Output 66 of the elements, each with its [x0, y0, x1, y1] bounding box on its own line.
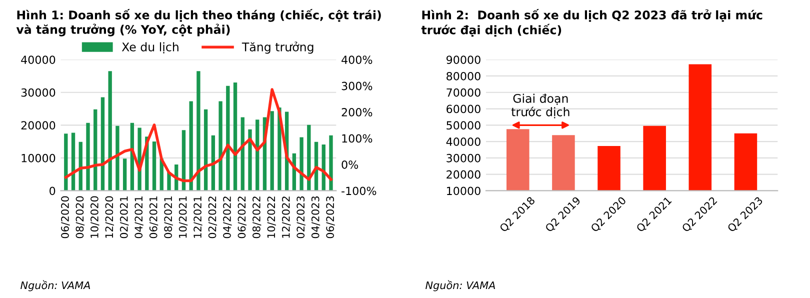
y-tick-label: 40000 — [446, 138, 480, 146]
bar — [300, 137, 304, 191]
x-tick-label: 10/2021 — [178, 196, 188, 238]
y2-tick-label: 400% — [342, 56, 372, 64]
x-tick-label: 06/2020 — [61, 196, 70, 238]
legend-label: Xe du lịch — [122, 42, 178, 54]
text: Nguồn: VAMA — [20, 280, 90, 292]
bar — [108, 71, 112, 191]
x-tick-label: 10/2020 — [90, 196, 100, 238]
bar — [329, 135, 333, 191]
line-series — [64, 88, 332, 182]
y-tick-label: 50000 — [446, 121, 480, 130]
bar — [122, 158, 127, 191]
bar — [182, 130, 186, 191]
y-tick-label: 20000 — [446, 170, 480, 179]
bar — [248, 129, 252, 191]
bar — [64, 134, 68, 191]
bar — [218, 101, 222, 191]
x-tick-label: 08/2020 — [76, 196, 84, 238]
y-tick-label: 70000 — [446, 88, 480, 97]
x-tick-label: 04/2021 — [134, 196, 144, 238]
y-tick-label: 30000 — [446, 154, 480, 162]
bar — [100, 97, 105, 191]
y-tick-label: 20000 — [21, 121, 56, 130]
bar — [116, 126, 120, 191]
bar — [94, 109, 98, 191]
x-tick-label: 12/2020 — [105, 196, 114, 238]
x-tick-label: 10/2022 — [267, 196, 276, 238]
text: Nguồn: VAMA — [426, 280, 495, 292]
y2-tick-label: 0% — [342, 160, 358, 169]
bar — [189, 101, 193, 191]
chart-title: Hình 1: Doanh số xe du lịch theo tháng (chiếc, cột trái) và tăng trưởng (% YoY, cột phải) — [16, 8, 381, 36]
y-tick-label: 40000 — [21, 56, 56, 64]
y-tick-label: 60000 — [446, 104, 480, 114]
y-tick-label: 10000 — [447, 186, 480, 196]
x-tick-label: 04/2022 — [223, 196, 232, 238]
bar — [86, 122, 90, 191]
y-tick-label: 80000 — [446, 72, 480, 80]
bar — [226, 86, 230, 191]
x-tick-label: 02/2021 — [120, 196, 129, 238]
y2-tick-label: 300% — [342, 82, 372, 90]
y2-tick-label: 200% — [342, 108, 372, 116]
x-tick-label: 02/2023 — [296, 196, 306, 238]
bar — [233, 82, 238, 191]
x-tick-label: 08/2022 — [252, 196, 262, 238]
annotation: Giai đoạn trước dịch — [511, 94, 570, 118]
y-tick-label: 10000 — [22, 154, 56, 162]
legend-label: Tăng trưởng — [242, 42, 314, 54]
bar — [196, 71, 200, 191]
x-tick-label: 06/2021 — [149, 196, 158, 238]
x-tick-label: 12/2021 — [194, 196, 202, 238]
x-tick-label: 06/2022 — [238, 196, 246, 238]
y-tick-label: 90000 — [446, 56, 480, 64]
y-tick-label: 30000 — [21, 88, 56, 97]
y-tick-label: 0 — [50, 186, 56, 196]
x-tick-label: 08/2021 — [164, 196, 173, 238]
bar — [270, 111, 274, 191]
bar — [152, 142, 156, 191]
x-tick-label: 06/2023 — [326, 196, 335, 238]
x-tick-label: 02/2022 — [208, 196, 218, 238]
bar — [204, 109, 208, 191]
x-tick-label: 04/2023 — [311, 196, 320, 238]
x-tick-label: 12/2022 — [282, 196, 291, 238]
y2-tick-label: -100% — [342, 186, 376, 196]
chart-title: Hình 2: Doanh số xe du lịch Q2 2023 đã trở lại mức trước đại dịch (chiếc) — [421, 8, 762, 37]
y2-tick-label: 100% — [342, 134, 372, 143]
